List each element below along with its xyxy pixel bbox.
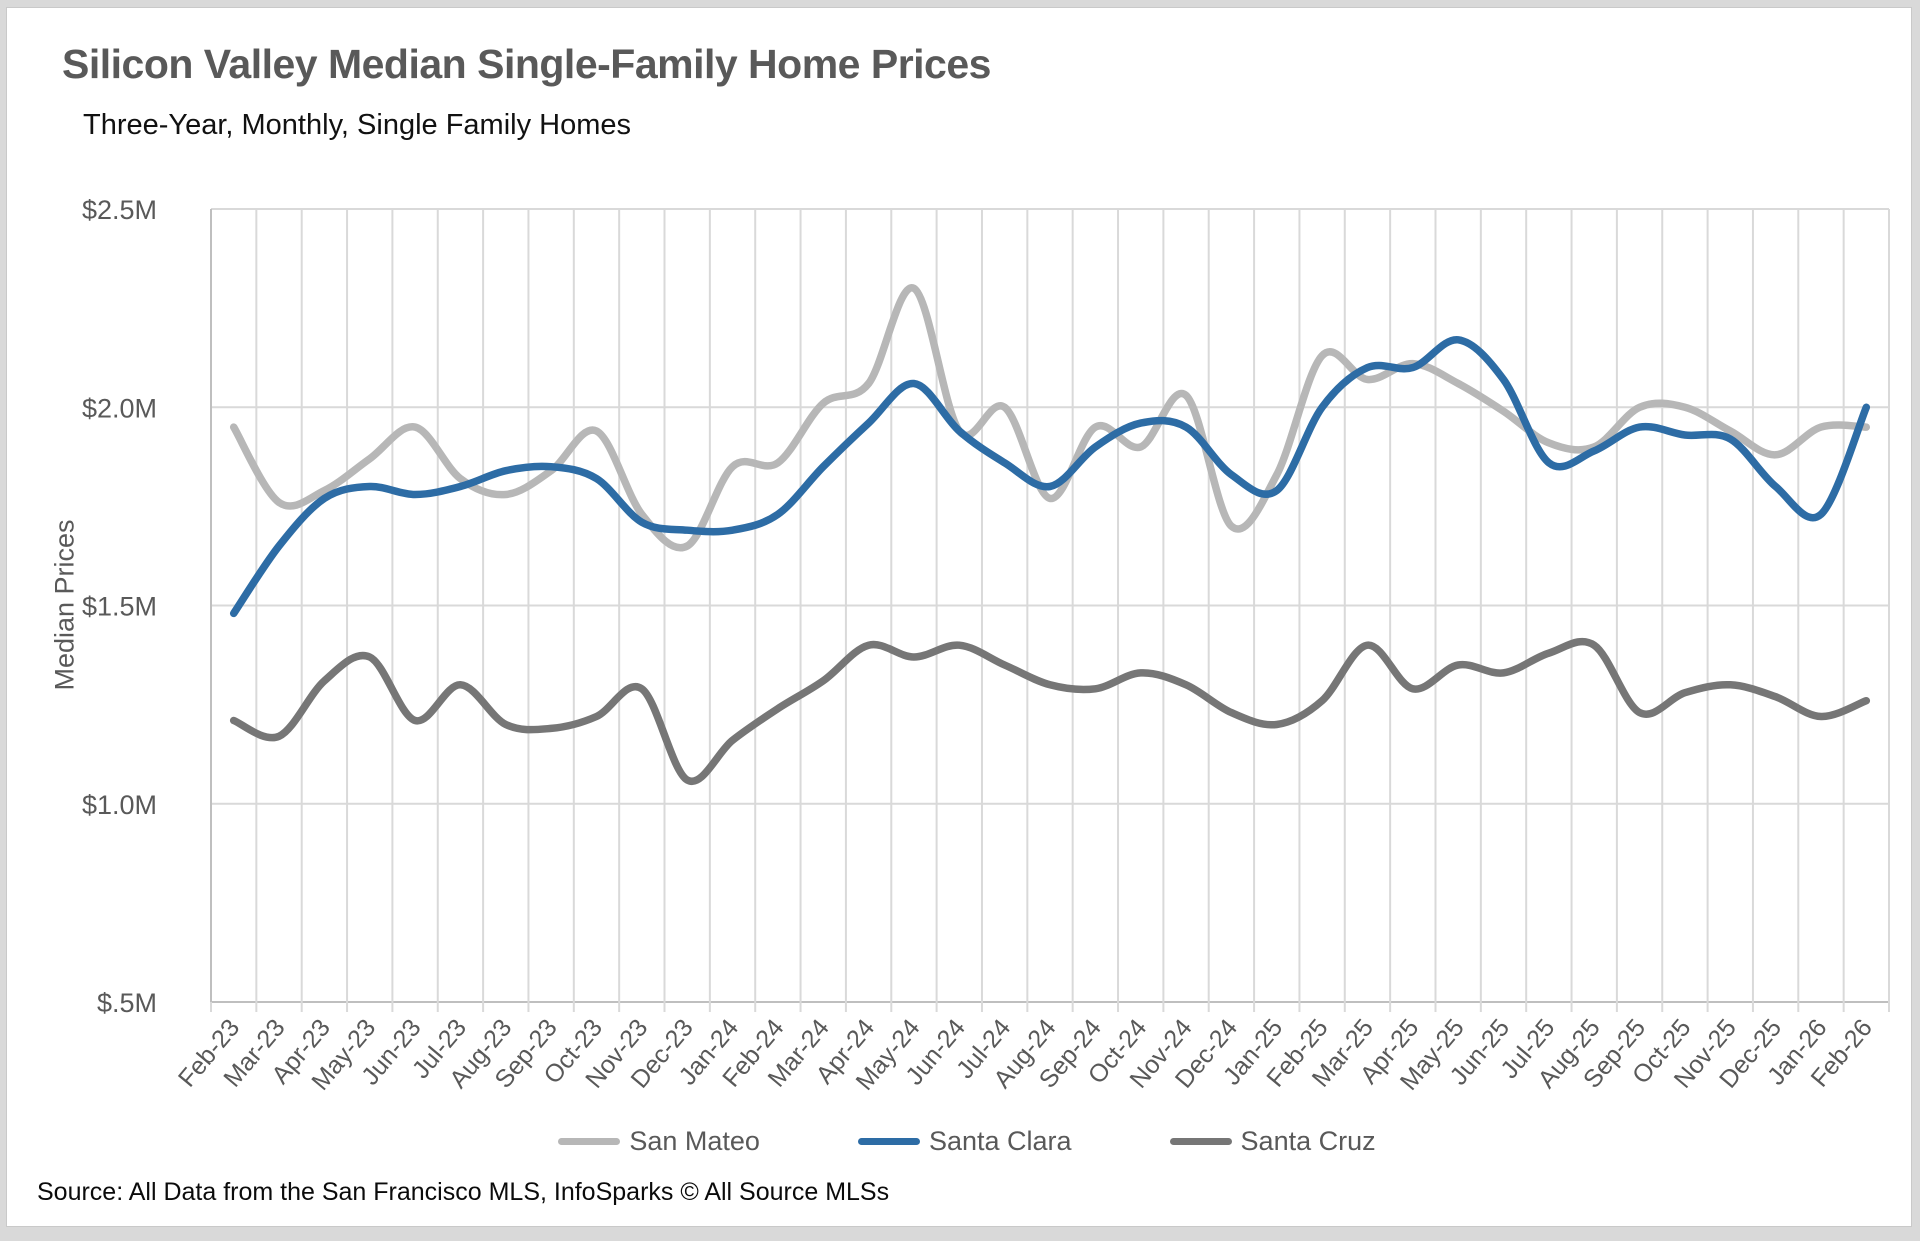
chart-card: Silicon Valley Median Single-Family Home…: [6, 7, 1912, 1227]
legend-swatch-icon: [558, 1138, 621, 1145]
chart-legend: San Mateo Santa Clara Santa Cruz: [7, 1126, 1920, 1157]
legend-swatch-icon: [1169, 1138, 1232, 1145]
source-note: Source: All Data from the San Francisco …: [37, 1178, 890, 1206]
legend-item-santa-cruz: Santa Cruz: [1169, 1126, 1376, 1157]
legend-label: San Mateo: [629, 1126, 760, 1156]
line-chart: $2.5M$2.0M$1.5M$1.0M$.5MFeb-23Mar-23Apr-…: [82, 195, 1890, 1096]
y-tick-label: $1.0M: [82, 790, 157, 820]
legend-item-santa-clara: Santa Clara: [857, 1126, 1072, 1157]
y-tick-label: $1.5M: [82, 592, 157, 622]
legend-label: Santa Cruz: [1240, 1126, 1376, 1156]
legend-label: Santa Clara: [928, 1126, 1072, 1156]
series-line-santa-cruz: [229, 637, 1871, 785]
series-line-san-mateo: [229, 284, 1871, 552]
page-title: Silicon Valley Median Single-Family Home…: [62, 41, 991, 87]
page-subtitle: Three-Year, Monthly, Single Family Homes: [83, 109, 631, 141]
legend-item-san-mateo: San Mateo: [558, 1126, 760, 1157]
y-tick-label: $.5M: [97, 988, 157, 1018]
legend-swatch-icon: [857, 1138, 920, 1145]
series-line-santa-clara: [229, 336, 1871, 618]
y-tick-label: $2.5M: [82, 195, 157, 225]
y-tick-label: $2.0M: [82, 393, 157, 423]
